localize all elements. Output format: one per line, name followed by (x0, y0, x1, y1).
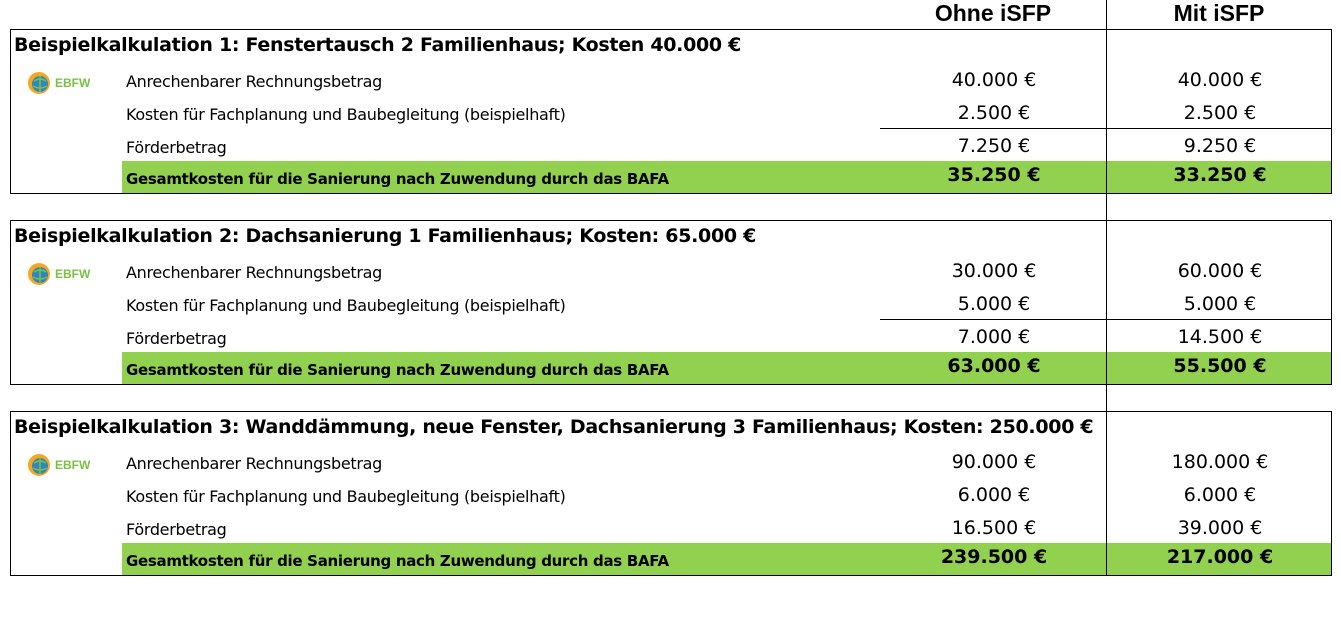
total-row-highlight (122, 161, 1331, 193)
value-ohne-foerderbetrag: 7.250 € (957, 135, 1031, 157)
calculation-title: Beispielkalkulation 2: Dachsanierung 1 F… (14, 225, 757, 247)
value-mit-rechnungsbetrag: 180.000 € (1171, 451, 1269, 473)
value-mit-fachplanung: 2.500 € (1183, 102, 1257, 124)
column-divider (1106, 412, 1107, 575)
sun-globe-icon (28, 263, 50, 285)
column-divider (1106, 221, 1107, 384)
separator-line (880, 128, 1331, 129)
value-ohne-fachplanung: 2.500 € (957, 102, 1031, 124)
total-value-ohne: 63.000 € (947, 355, 1041, 377)
svg-text:EBFW: EBFW (55, 76, 91, 90)
column-header-mit-isfp: Mit iSFP (1173, 0, 1265, 26)
column-divider (1106, 30, 1107, 193)
total-value-mit: 55.500 € (1173, 355, 1267, 377)
calculation-block-3: Beispielkalkulation 3: Wanddämmung, neue… (10, 411, 1332, 576)
total-row-highlight (122, 543, 1331, 575)
value-ohne-rechnungsbetrag: 30.000 € (951, 260, 1037, 282)
total-row-highlight (122, 352, 1331, 384)
total-value-mit: 217.000 € (1166, 546, 1274, 568)
value-mit-foerderbetrag: 39.000 € (1177, 517, 1263, 539)
total-value-ohne: 239.500 € (940, 546, 1048, 568)
row-label-rechnungsbetrag: Anrechenbarer Rechnungsbetrag (126, 72, 382, 91)
column-header-ohne-isfp: Ohne iSFP (934, 0, 1052, 26)
total-value-ohne: 35.250 € (947, 164, 1041, 186)
total-label: Gesamtkosten für die Sanierung nach Zuwe… (126, 552, 669, 570)
value-mit-foerderbetrag: 14.500 € (1177, 326, 1263, 348)
value-ohne-fachplanung: 5.000 € (957, 293, 1031, 315)
calculation-block-1: Beispielkalkulation 1: Fenstertausch 2 F… (10, 29, 1332, 194)
value-mit-rechnungsbetrag: 40.000 € (1177, 69, 1263, 91)
separator-line (880, 319, 1331, 320)
total-label: Gesamtkosten für die Sanierung nach Zuwe… (126, 170, 669, 188)
sun-globe-icon (28, 72, 50, 94)
ebfw-logo: EBFW (25, 259, 95, 289)
calculation-block-2: Beispielkalkulation 2: Dachsanierung 1 F… (10, 220, 1332, 385)
ebfw-logo: EBFW (25, 68, 95, 98)
row-label-foerderbetrag: Förderbetrag (126, 329, 227, 348)
value-ohne-fachplanung: 6.000 € (957, 484, 1031, 506)
value-ohne-rechnungsbetrag: 90.000 € (951, 451, 1037, 473)
sun-globe-icon (28, 454, 50, 476)
column-divider-top (1106, 0, 1107, 29)
row-label-fachplanung: Kosten für Fachplanung und Baubegleitung… (126, 487, 566, 506)
value-ohne-foerderbetrag: 7.000 € (957, 326, 1031, 348)
row-label-rechnungsbetrag: Anrechenbarer Rechnungsbetrag (126, 263, 382, 282)
value-ohne-rechnungsbetrag: 40.000 € (951, 69, 1037, 91)
value-mit-rechnungsbetrag: 60.000 € (1177, 260, 1263, 282)
ebfw-logo: EBFW (25, 450, 95, 480)
value-mit-foerderbetrag: 9.250 € (1183, 135, 1257, 157)
total-value-mit: 33.250 € (1173, 164, 1267, 186)
row-label-foerderbetrag: Förderbetrag (126, 138, 227, 157)
row-label-rechnungsbetrag: Anrechenbarer Rechnungsbetrag (126, 454, 382, 473)
row-label-fachplanung: Kosten für Fachplanung und Baubegleitung… (126, 296, 566, 315)
value-mit-fachplanung: 5.000 € (1183, 293, 1257, 315)
value-mit-fachplanung: 6.000 € (1183, 484, 1257, 506)
value-ohne-foerderbetrag: 16.500 € (951, 517, 1037, 539)
column-divider-gap-1 (1106, 193, 1107, 220)
row-label-foerderbetrag: Förderbetrag (126, 520, 227, 539)
svg-text:EBFW: EBFW (55, 267, 91, 281)
row-label-fachplanung: Kosten für Fachplanung und Baubegleitung… (126, 105, 566, 124)
column-divider-gap-2 (1106, 384, 1107, 411)
total-label: Gesamtkosten für die Sanierung nach Zuwe… (126, 361, 669, 379)
calculation-title: Beispielkalkulation 3: Wanddämmung, neue… (14, 416, 1094, 438)
calculation-title: Beispielkalkulation 1: Fenstertausch 2 F… (14, 34, 742, 56)
svg-text:EBFW: EBFW (55, 458, 91, 472)
